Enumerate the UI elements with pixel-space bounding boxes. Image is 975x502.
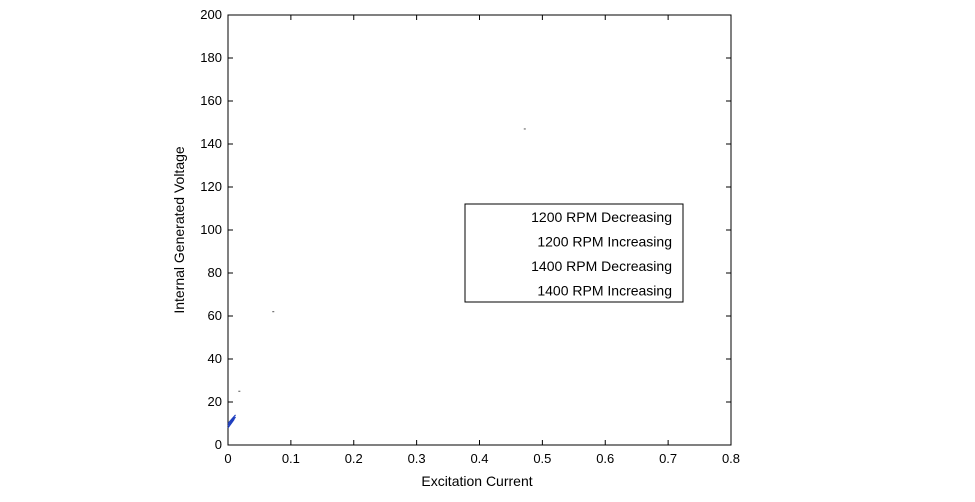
- y-tick-label: 40: [208, 351, 222, 366]
- x-tick-label: 0.2: [345, 451, 363, 466]
- x-tick-label: 0.6: [596, 451, 614, 466]
- x-tick-label: 0.7: [659, 451, 677, 466]
- y-tick-label: 180: [200, 50, 222, 65]
- x-axis-title: Excitation Current: [421, 473, 532, 489]
- y-tick-label: 0: [215, 437, 222, 452]
- legend-item-label: 1400 RPM Increasing: [537, 283, 672, 299]
- y-tick-label: 140: [200, 136, 222, 151]
- y-tick-label: 160: [200, 93, 222, 108]
- y-tick-label: 20: [208, 394, 222, 409]
- legend-item-label: 1400 RPM Decreasing: [531, 258, 672, 274]
- series-line: [227, 418, 235, 429]
- y-tick-label: 120: [200, 179, 222, 194]
- y-axis: 0 20 40 60 80 100 120 140 160 180 200: [200, 7, 731, 452]
- x-tick-label: 0.4: [470, 451, 488, 466]
- x-tick-label: 0.1: [282, 451, 300, 466]
- y-axis-title: Internal Generated Voltage: [171, 146, 187, 314]
- y-tick-label: 100: [200, 222, 222, 237]
- legend: 1200 RPM Decreasing 1200 RPM Increasing 14…: [464, 203, 684, 303]
- x-axis: 0 0.1 0.2 0.3 0.4 0.5 0.6 0.7 0.8: [224, 15, 740, 466]
- y-tick-label: 200: [200, 7, 222, 22]
- x-tick-label: 0.3: [408, 451, 426, 466]
- legend-box: [464, 203, 684, 303]
- series-line: [227, 414, 236, 424]
- series-line: [227, 416, 236, 427]
- legend-item-label: 1200 RPM Decreasing: [531, 209, 672, 225]
- x-tick-label: 0.8: [722, 451, 740, 466]
- x-tick-label: 0: [224, 451, 231, 466]
- legend-item-label: 1200 RPM Increasing: [537, 234, 672, 250]
- x-tick-label: 0.5: [533, 451, 551, 466]
- series-layer: [227, 128, 526, 429]
- y-tick-label: 80: [208, 265, 222, 280]
- y-tick-label: 60: [208, 308, 222, 323]
